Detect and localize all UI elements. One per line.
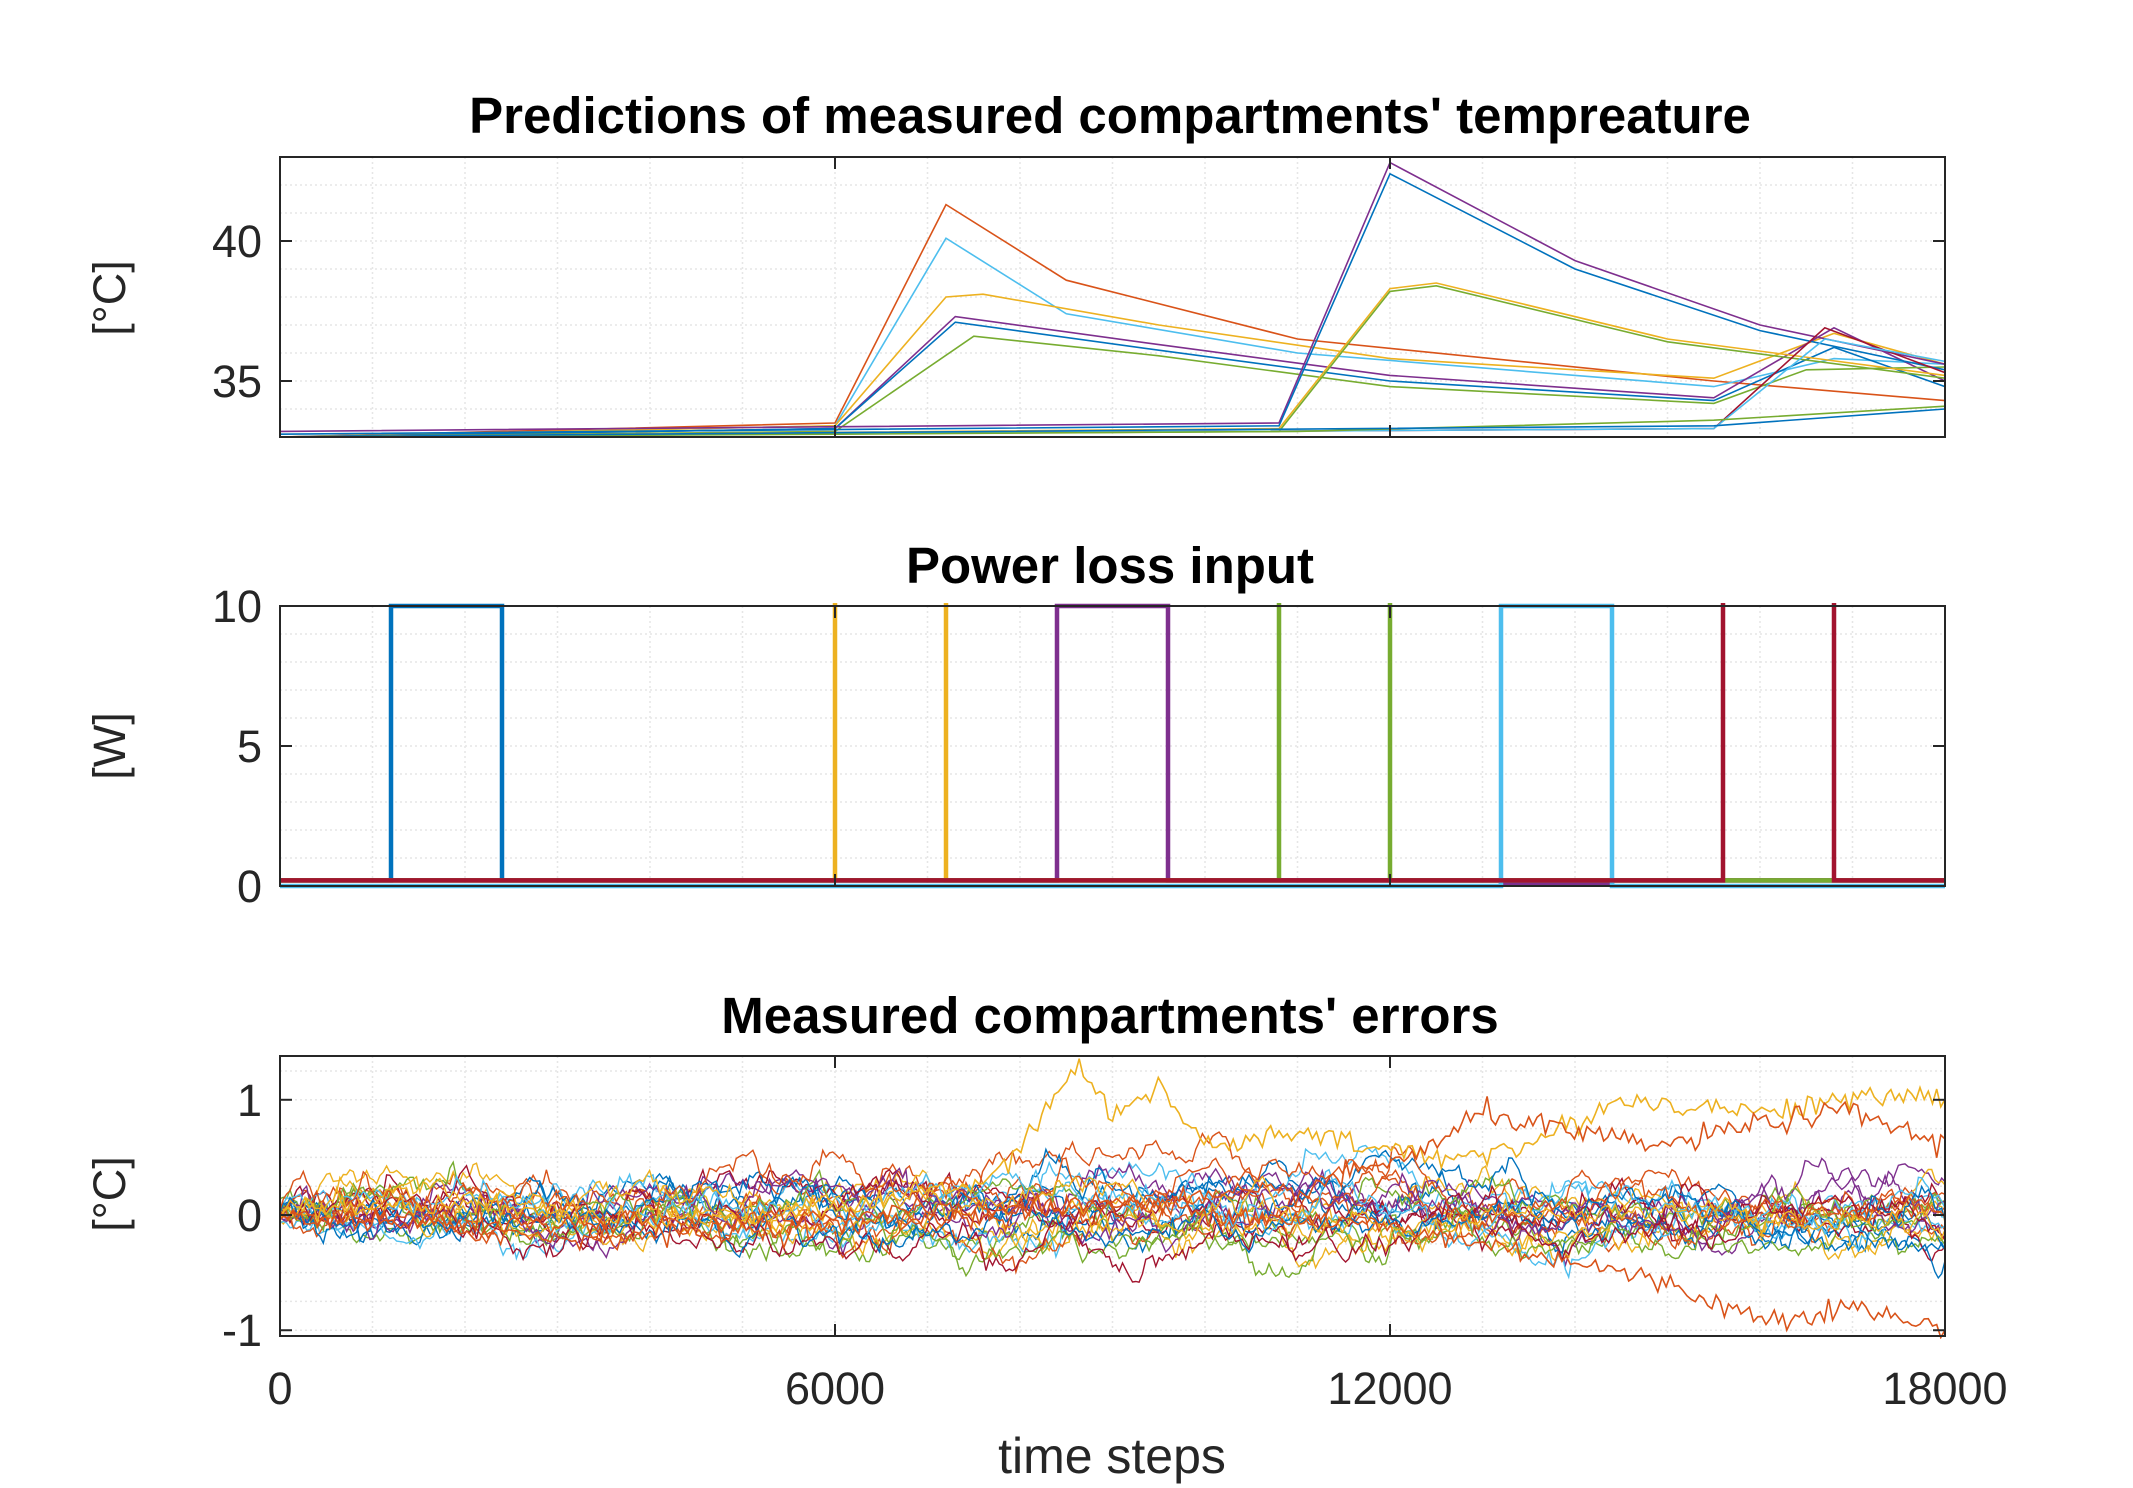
error-trace xyxy=(280,1144,1945,1243)
error-trace xyxy=(280,1160,1945,1279)
series-line-e-yellow xyxy=(280,1058,1945,1230)
series-line-e-orange xyxy=(280,1096,1945,1236)
series-line-s14 xyxy=(280,408,1945,438)
x-tick-label: 0 xyxy=(267,1363,292,1414)
y-ticks: -1 0 1 xyxy=(222,1056,1946,1356)
x-tick-label: 12000 xyxy=(1327,1363,1452,1414)
series-line-s6 xyxy=(280,335,1945,438)
x-tick-label: 18000 xyxy=(1882,1363,2007,1414)
series-line-s3 xyxy=(280,293,1945,438)
series-line-s8 xyxy=(280,172,1945,435)
axes-box xyxy=(279,156,1946,438)
series-line-s2 xyxy=(280,237,1945,438)
x-ticks: 0 6000 12000 18000 xyxy=(267,1363,2007,1414)
series-layer xyxy=(280,603,1945,889)
error-trace xyxy=(280,1144,1945,1240)
error-trace xyxy=(280,1192,1945,1284)
y-tick-label: 40 xyxy=(212,216,262,267)
y-tick-label: 35 xyxy=(212,356,262,407)
y-tick-label: 0 xyxy=(237,861,262,912)
x-axis-label: time steps xyxy=(998,1428,1226,1484)
errors-panel: Measured compartments' errors [°C] -1 0 1 xyxy=(84,987,1946,1356)
y-tick-label: 5 xyxy=(237,721,262,772)
y-axis-label: [W] xyxy=(84,712,135,779)
error-trace xyxy=(280,1157,1945,1260)
panel-title: Measured compartments' errors xyxy=(721,987,1498,1044)
y-tick-label: -1 xyxy=(222,1305,262,1356)
y-ticks: 0 5 10 xyxy=(212,581,1946,912)
series-layer xyxy=(280,1058,1945,1339)
y-axis-label: [°C] xyxy=(84,1156,135,1232)
axes-box xyxy=(279,1055,1946,1337)
y-tick-label: 0 xyxy=(237,1190,262,1241)
error-trace xyxy=(280,1184,1945,1259)
x-tick-label: 6000 xyxy=(785,1363,885,1414)
panel-title: Power loss input xyxy=(906,537,1314,594)
panel-title: Predictions of measured compartments' te… xyxy=(469,87,1751,144)
y-tick-label: 1 xyxy=(237,1075,262,1126)
y-ticks: 35 40 xyxy=(212,157,1946,437)
error-trace xyxy=(280,1163,1945,1244)
grid xyxy=(280,157,1945,437)
series-line-e-orange-low xyxy=(280,1190,1945,1339)
power-loss-panel: Power loss input [W] 0 5 10 xyxy=(84,537,1946,912)
error-trace xyxy=(280,1168,1945,1254)
grid xyxy=(280,606,1945,886)
y-axis-label: [°C] xyxy=(84,260,135,336)
error-trace xyxy=(280,1175,1945,1256)
temperature-predictions-panel: Predictions of measured compartments' te… xyxy=(84,87,1946,438)
series-line-s1 xyxy=(280,203,1945,438)
y-tick-label: 10 xyxy=(212,581,262,632)
series-line-s5 xyxy=(280,321,1945,438)
series-line-s7 xyxy=(280,161,1945,433)
series-line-s13 xyxy=(280,405,1945,438)
series-line-u6 xyxy=(280,603,1945,883)
